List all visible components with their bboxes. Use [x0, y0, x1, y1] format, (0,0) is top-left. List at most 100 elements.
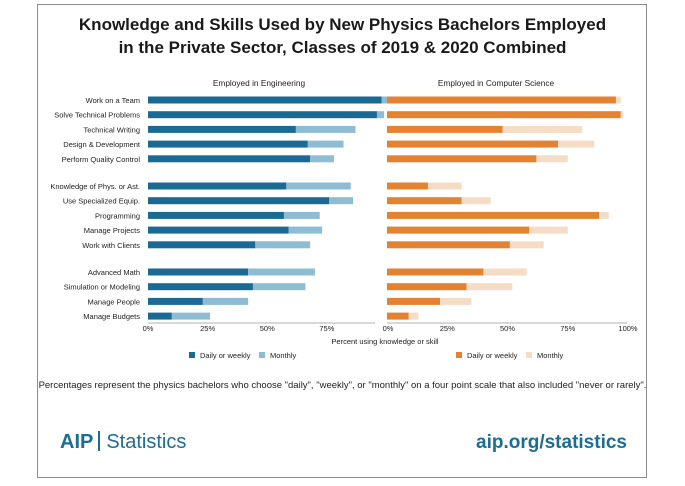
bar-computer-science-work-with-clients-monthly: [509, 241, 544, 249]
bar-computer-science-manage-budgets-monthly: [408, 312, 419, 320]
panel-title-engineering: Employed in Engineering: [213, 78, 306, 88]
bar-engineering-simulation-or-modeling-daily-weekly: [148, 283, 253, 291]
bar-computer-science-simulation-or-modeling-daily-weekly: [387, 283, 467, 291]
bar-engineering-solve-technical-problems-daily-weekly: [148, 111, 377, 119]
bar-computer-science-programming-monthly: [599, 211, 609, 219]
bar-computer-science-use-specialized-equip-daily-weekly: [387, 197, 462, 205]
bar-engineering-manage-people-monthly: [202, 297, 249, 305]
bar-engineering-technical-writing-monthly: [295, 125, 356, 133]
bar-engineering-manage-budgets-daily-weekly: [148, 312, 172, 320]
bar-engineering-design-development-daily-weekly: [148, 140, 308, 148]
category-label-knowledge-of-phys-or-ast: Knowledge of Phys. or Ast.: [50, 182, 140, 191]
category-label-manage-budgets: Manage Budgets: [83, 312, 140, 321]
bar-computer-science-knowledge-of-phys-or-ast-monthly: [427, 182, 462, 190]
bar-engineering-manage-budgets-monthly: [171, 312, 211, 320]
category-label-solve-technical-problems: Solve Technical Problems: [54, 111, 140, 120]
website-link[interactable]: aip.org/statistics: [476, 432, 627, 453]
bar-engineering-simulation-or-modeling-monthly: [252, 283, 306, 291]
bar-engineering-design-development-monthly: [307, 140, 344, 148]
bar-computer-science-work-with-clients-daily-weekly: [387, 241, 510, 249]
footnote: Percentages represent the physics bachel…: [38, 380, 647, 391]
category-label-design-development: Design & Development: [63, 140, 141, 149]
x-tick-label-engineering-2: 50%: [260, 324, 275, 333]
legend-label-computer-science-daily-weekly: Daily or weekly: [467, 351, 518, 360]
bar-engineering-use-specialized-equip-monthly: [329, 197, 354, 205]
x-tick-label-engineering-1: 25%: [200, 324, 215, 333]
category-label-work-on-a-team: Work on a Team: [86, 96, 140, 105]
brand-logo: AIP Statistics: [60, 431, 186, 454]
x-tick-label-computer-science-0: 0%: [383, 324, 394, 333]
statistics-label: Statistics: [106, 431, 187, 453]
bar-engineering-knowledge-of-phys-or-ast-daily-weekly: [148, 182, 287, 190]
bar-engineering-work-with-clients-daily-weekly: [148, 241, 256, 249]
legend-swatch-computer-science-daily-weekly: [456, 352, 462, 358]
bar-engineering-knowledge-of-phys-or-ast-monthly: [286, 182, 351, 190]
bar-computer-science-manage-projects-daily-weekly: [387, 226, 530, 234]
bar-computer-science-use-specialized-equip-monthly: [461, 197, 491, 205]
category-label-advanced-math: Advanced Math: [88, 268, 140, 277]
bar-computer-science-design-development-monthly: [558, 140, 595, 148]
x-tick-label-computer-science-1: 25%: [440, 324, 455, 333]
bar-engineering-perform-quality-control-monthly: [310, 155, 335, 163]
bar-computer-science-simulation-or-modeling-monthly: [466, 283, 513, 291]
bar-computer-science-knowledge-of-phys-or-ast-daily-weekly: [387, 182, 428, 190]
bar-engineering-advanced-math-monthly: [248, 268, 315, 276]
chart-title-line-2: in the Private Sector, Classes of 2019 &…: [118, 38, 567, 57]
bar-engineering-use-specialized-equip-daily-weekly: [148, 197, 330, 205]
category-label-programming: Programming: [95, 211, 140, 220]
legend-swatch-computer-science-monthly: [526, 352, 532, 358]
bar-engineering-work-on-a-team-monthly: [381, 96, 389, 104]
bar-computer-science-technical-writing-daily-weekly: [387, 125, 503, 133]
bar-computer-science-manage-people-monthly: [440, 297, 472, 305]
bar-computer-science-perform-quality-control-monthly: [536, 155, 568, 163]
bar-computer-science-advanced-math-daily-weekly: [387, 268, 484, 276]
bar-computer-science-design-development-daily-weekly: [387, 140, 559, 148]
bar-engineering-programming-monthly: [283, 211, 320, 219]
x-tick-label-computer-science-4: 100%: [618, 324, 638, 333]
x-tick-label-engineering-0: 0%: [143, 324, 154, 333]
bar-computer-science-work-on-a-team-monthly: [615, 96, 621, 104]
legend-swatch-engineering-monthly: [259, 352, 265, 358]
bar-engineering-perform-quality-control-daily-weekly: [148, 155, 311, 163]
category-label-manage-projects: Manage Projects: [84, 226, 141, 235]
category-label-use-specialized-equip: Use Specialized Equip.: [63, 197, 140, 206]
bar-engineering-programming-daily-weekly: [148, 211, 284, 219]
chart-frame: [37, 4, 647, 478]
bar-computer-science-solve-technical-problems-daily-weekly: [387, 111, 621, 119]
bar-engineering-technical-writing-daily-weekly: [148, 125, 296, 133]
bar-engineering-manage-people-daily-weekly: [148, 297, 203, 305]
x-tick-label-engineering-3: 75%: [319, 324, 334, 333]
logo-divider: [98, 431, 101, 451]
bar-engineering-work-on-a-team-daily-weekly: [148, 96, 382, 104]
bar-computer-science-perform-quality-control-daily-weekly: [387, 155, 537, 163]
bar-computer-science-manage-budgets-daily-weekly: [387, 312, 409, 320]
bar-engineering-manage-projects-monthly: [288, 226, 323, 234]
category-label-perform-quality-control: Perform Quality Control: [62, 155, 141, 164]
chart-title: Knowledge and Skills Used by New Physics…: [0, 13, 685, 59]
bar-engineering-advanced-math-daily-weekly: [148, 268, 249, 276]
bar-computer-science-manage-projects-monthly: [529, 226, 568, 234]
bar-computer-science-manage-people-daily-weekly: [387, 297, 441, 305]
panel-title-computer-science: Employed in Computer Science: [438, 78, 555, 88]
legend-label-engineering-monthly: Monthly: [270, 351, 297, 360]
bar-engineering-manage-projects-daily-weekly: [148, 226, 289, 234]
x-tick-label-computer-science-3: 75%: [560, 324, 575, 333]
category-label-work-with-clients: Work with Clients: [82, 241, 140, 250]
category-label-technical-writing: Technical Writing: [83, 125, 140, 134]
aip-logo-text: AIP: [60, 431, 94, 453]
category-label-manage-people: Manage People: [87, 297, 140, 306]
category-label-simulation-or-modeling: Simulation or Modeling: [64, 283, 140, 292]
bar-computer-science-solve-technical-problems-monthly: [620, 111, 624, 119]
bar-computer-science-programming-daily-weekly: [387, 211, 600, 219]
chart-title-line-1: Knowledge and Skills Used by New Physics…: [78, 15, 607, 34]
x-axis-label: Percent using knowledge or skill: [331, 337, 438, 346]
bar-engineering-work-with-clients-monthly: [255, 241, 311, 249]
legend-label-engineering-daily-weekly: Daily or weekly: [200, 351, 251, 360]
bar-computer-science-technical-writing-monthly: [502, 125, 583, 133]
legend-label-computer-science-monthly: Monthly: [537, 351, 564, 360]
bar-computer-science-work-on-a-team-daily-weekly: [387, 96, 616, 104]
bar-computer-science-advanced-math-monthly: [483, 268, 527, 276]
legend-swatch-engineering-daily-weekly: [189, 352, 195, 358]
x-tick-label-computer-science-2: 50%: [500, 324, 515, 333]
